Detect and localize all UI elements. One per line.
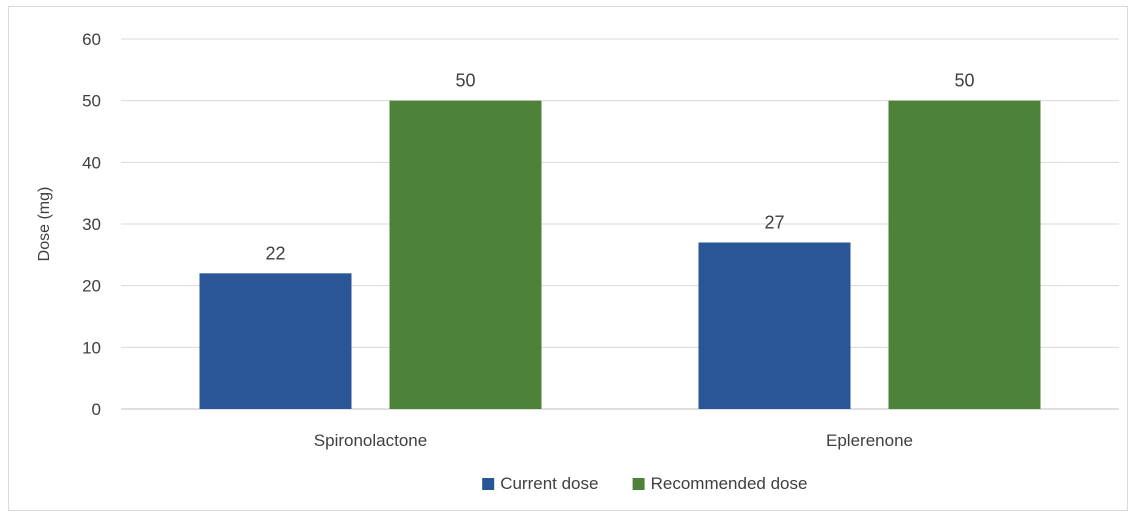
x-category-label: Spironolactone (314, 431, 427, 450)
legend-swatch (482, 478, 495, 490)
legend: Current dose Recommended dose (482, 474, 807, 493)
bar-recommended-dose (888, 100, 1041, 410)
data-label: 50 (455, 71, 475, 91)
legend-label: Recommended dose (651, 474, 808, 493)
data-label: 50 (954, 71, 974, 91)
x-category-label: Eplerenone (826, 431, 913, 450)
x-axis-categories: Spironolactone Eplerenone (314, 431, 913, 450)
y-tick-label: 20 (82, 277, 101, 296)
y-tick-label: 50 (82, 92, 101, 111)
y-tick-label: 30 (82, 215, 101, 234)
y-tick-label: 10 (82, 338, 101, 357)
y-tick-label: 60 (82, 30, 101, 49)
y-tick-label: 40 (82, 153, 101, 172)
data-label: 27 (764, 213, 784, 233)
bar-current-dose (698, 242, 851, 409)
data-labels: 22 50 27 50 (265, 71, 974, 264)
data-label: 22 (265, 243, 285, 263)
bar-current-dose (199, 273, 352, 409)
y-tick-label: 0 (92, 400, 101, 419)
legend-swatch (632, 478, 645, 490)
bars (199, 100, 1041, 410)
legend-label: Current dose (500, 474, 598, 493)
chart-frame: 0 10 20 30 40 50 60 22 50 27 50 Spironolactone Epl… (8, 6, 1128, 511)
y-axis-ticks: 0 10 20 30 40 50 60 (82, 30, 101, 419)
bar-chart: 0 10 20 30 40 50 60 22 50 27 50 Spironolactone Epl… (36, 30, 1119, 493)
y-axis-title: Dose (mg) (36, 187, 53, 262)
bar-recommended-dose (389, 100, 542, 410)
